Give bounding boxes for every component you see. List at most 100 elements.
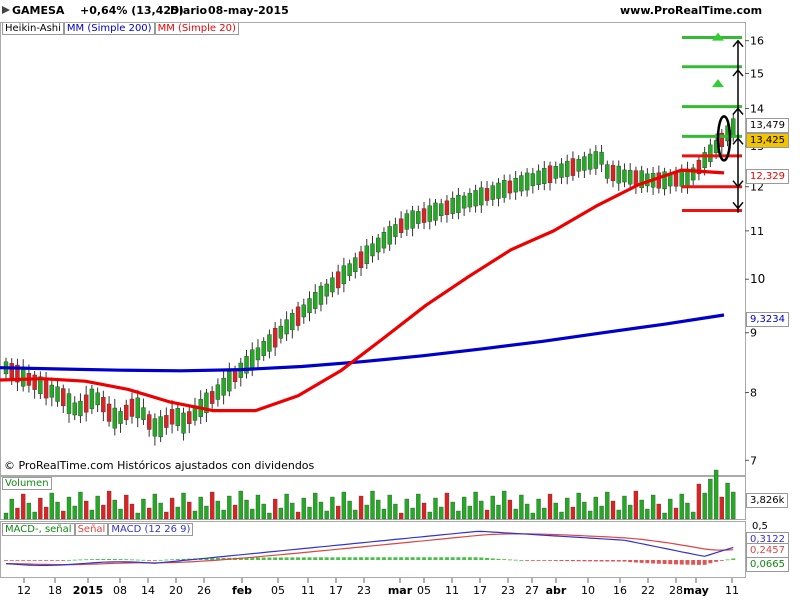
candle-body [152,418,158,437]
price-panel-frame [0,22,746,476]
x-tick-label: 05 [417,584,431,597]
macd-histogram-bar [593,560,598,562]
candle-body [146,414,152,430]
macd-histogram-bar [467,557,472,560]
volume-bar [450,501,455,520]
candle-body [72,402,77,416]
y-tick-label: 7 [750,454,757,467]
candle-body [272,327,278,348]
macd-histogram-bar [622,560,627,562]
candle-body [542,168,547,184]
candle-body [479,187,484,206]
candle-body [129,398,135,417]
volume-bar [118,508,123,520]
candle-body [456,195,461,213]
legend-ma200[interactable]: MM (Simple 200) [63,22,155,35]
macd-histogram-bar [324,557,329,560]
volume-bar [513,508,518,520]
candle-body [610,165,616,182]
signal-legend[interactable]: Señal [74,523,109,536]
macd-histogram-bar [387,557,392,560]
macd-histogram-bar [490,558,495,560]
volume-bar [410,507,415,520]
volume-bar [9,498,14,520]
x-tick-label: 11 [301,584,315,597]
volume-bar [679,493,684,520]
volume-bar [439,506,444,520]
macd-histogram-bar [4,560,8,561]
volume-bar [427,511,432,520]
volume-bar [547,493,553,520]
volume-bar [473,491,478,520]
macd-histogram-bar [84,559,89,561]
macd-histogram-bar [244,557,249,560]
macd-histogram-bar [204,558,209,560]
volume-bar [713,469,719,520]
legend-ma20[interactable]: MM (Simple 20) [154,22,239,35]
candle-body [387,226,392,245]
candle-body [15,364,20,383]
volume-legend[interactable]: Volumen [2,477,52,490]
y-tick-label: 16 [750,35,764,48]
macd-histogram-bar [702,560,707,565]
volume-bar [15,507,20,520]
candle-body [690,167,696,181]
volume-bar [175,506,180,520]
macd-histogram-bar [525,560,530,561]
candle-body [622,169,627,183]
candle-body [95,392,100,406]
x-tick-label: 17 [473,584,487,597]
x-tick-label: mar [388,584,413,597]
volume-bar [559,511,564,520]
volume-bar [685,502,690,520]
candle-body [467,192,473,208]
macd-histogram-bar [290,557,295,560]
candle-body [255,347,261,361]
macd-histogram-bar [393,557,398,560]
candle-body [221,377,226,396]
macd-histogram-bar [261,557,266,560]
macd-histogram-bar [582,560,587,562]
macd-histogram-bar [714,560,719,562]
candle-body [576,158,581,172]
candle-body [318,285,324,305]
macd-histogram-bar [427,557,432,560]
candle-body [181,412,186,434]
macd-top-tick: 0,5 [752,521,768,532]
macd-histogram-bar [433,557,438,560]
volume-panel-frame [0,476,746,520]
candle-body [702,152,707,169]
site-label[interactable]: www.ProRealTime.com [620,4,763,17]
legend-heikin-ashi[interactable]: Heikin-Ashi [2,22,64,35]
macd-histogram-bar [250,557,255,560]
arrow-up-icon [732,137,744,145]
candle-body [244,356,249,374]
date-label: 08-may-2015 [208,4,289,17]
macd-histogram-bar [536,560,541,561]
candle-body [330,277,335,293]
x-tick-label: abr [546,584,567,597]
candle-body [627,170,633,185]
volume-bar [307,506,312,520]
chart-toggle-icon[interactable] [2,6,10,14]
candle-body [370,243,375,257]
macd-histogram-legend[interactable]: MACD-, señal [2,523,75,536]
candle-body [502,180,507,198]
candle-body [295,306,301,326]
candle-body [605,164,610,179]
volume-bar [370,490,375,520]
candle-body [416,211,421,224]
candle-body [473,190,478,207]
candle-body [135,397,140,419]
macd-histogram-bar [301,557,306,560]
green-up-arrow-icon [712,32,724,41]
volume-bar [169,497,175,520]
volume-bar [141,498,146,520]
candle-body [582,156,587,171]
macd-legend[interactable]: MACD (12 26 9) [108,523,194,536]
x-tick-label: 17 [329,584,343,597]
volume-bar [106,490,112,520]
x-tick-label: 23 [501,584,515,597]
macd-histogram-bar [181,558,186,560]
